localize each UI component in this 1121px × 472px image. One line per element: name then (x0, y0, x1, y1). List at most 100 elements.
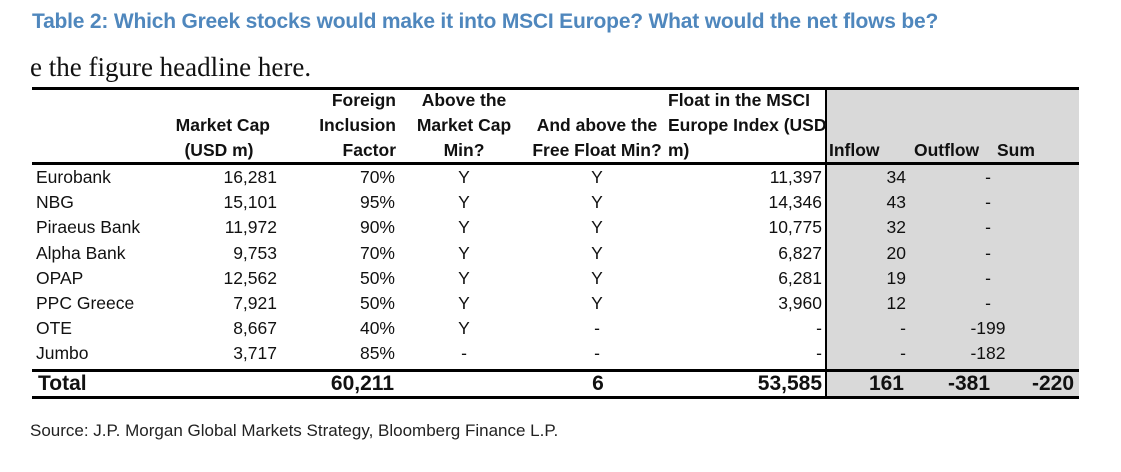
cell-float: 6,281 (778, 267, 822, 288)
cell-outflow: - (985, 293, 991, 313)
total-sum: -220 (1031, 372, 1074, 395)
cell-company: PPC Greece (36, 293, 135, 313)
cell-inflow: 19 (886, 267, 906, 288)
cell-company: Eurobank (36, 167, 111, 187)
header-above-market-cap: Above the Market Cap Min? (408, 88, 520, 163)
cell-foreign-inclusion: 50% (359, 293, 395, 313)
cell-float: 11,397 (769, 167, 822, 187)
header-fif-line3: Factor (342, 140, 396, 160)
cell-outflow: - (985, 167, 991, 187)
cell-above-market-cap: Y (458, 192, 470, 213)
cell-float: - (816, 318, 822, 339)
cell-company: NBG (36, 192, 74, 213)
cell-foreign-inclusion: 95% (359, 192, 395, 213)
cell-inflow: 34 (886, 167, 906, 187)
cell-above-market-cap: - (461, 343, 467, 364)
total-top-rule (32, 369, 1079, 372)
cell-company: Alpha Bank (36, 242, 126, 263)
cell-market-cap: 16,281 (223, 167, 277, 187)
cell-above-market-cap: Y (458, 267, 470, 288)
header-float-msci: Float in the MSCI Europe Index (USD m) (668, 88, 827, 163)
cell-company: Jumbo (36, 343, 89, 364)
cell-foreign-inclusion: 90% (359, 217, 395, 238)
top-rule (32, 87, 1079, 90)
cell-above-market-cap: Y (458, 217, 470, 238)
header-float-line3: m) (668, 140, 690, 160)
header-sum: Sum (997, 140, 1035, 160)
cell-foreign-inclusion: 40% (359, 318, 395, 339)
cell-market-cap: 11,972 (224, 217, 277, 238)
cell-above-free-float: Y (591, 267, 603, 288)
header-float-line1: Float in the MSCI (668, 90, 810, 110)
cell-outflow: -199 (970, 318, 1006, 339)
total-inflow: 161 (868, 372, 904, 395)
cell-market-cap: 7,921 (233, 293, 277, 313)
cell-foreign-inclusion: 70% (359, 167, 395, 187)
header-aff-line1: And above the (536, 115, 658, 135)
cell-above-market-cap: Y (458, 293, 470, 313)
cell-inflow: - (900, 318, 906, 339)
cell-float: - (816, 343, 822, 364)
header-market-cap-line1: Market Cap (175, 115, 270, 135)
header-amc-line3: Min? (443, 140, 485, 160)
flows-divider (825, 88, 827, 398)
cell-above-market-cap: Y (458, 242, 470, 263)
cell-above-free-float: - (594, 318, 600, 339)
cell-outflow: - (985, 242, 991, 263)
header-amc-line1: Above the (421, 90, 507, 110)
total-market-cap: 60,211 (330, 372, 394, 395)
header-market-cap: Market Cap (USD m) (150, 113, 270, 163)
cell-company: Piraeus Bank (36, 217, 141, 238)
source-note: Source: J.P. Morgan Global Markets Strat… (30, 421, 559, 440)
total-label: Total (38, 372, 87, 395)
cell-foreign-inclusion: 50% (359, 267, 395, 288)
cell-above-free-float: - (594, 343, 600, 364)
cell-inflow: 20 (886, 242, 906, 263)
cell-above-free-float: Y (591, 242, 603, 263)
cell-company: OPAP (36, 267, 84, 288)
header-outflow: Outflow (914, 140, 980, 160)
cell-float: 3,960 (778, 293, 822, 313)
header-fif-line2: Inclusion (319, 115, 396, 135)
header-above-free-float: And above the Free Float Min? (532, 113, 662, 163)
header-aff-line2: Free Float Min? (532, 140, 662, 160)
cell-float: 6,827 (778, 242, 822, 263)
table-title: Table 2: Which Greek stocks would make i… (32, 10, 939, 33)
total-outflow: -381 (947, 372, 990, 395)
cell-market-cap: 3,717 (233, 343, 277, 364)
total-float: 53,585 (757, 372, 822, 395)
header-market-cap-line2: (USD m) (184, 140, 254, 160)
cell-inflow: - (900, 343, 906, 364)
cell-inflow: 12 (886, 293, 906, 313)
header-foreign-inclusion: Foreign Inclusion Factor (300, 88, 396, 163)
cell-above-market-cap: Y (458, 167, 470, 187)
header-fif-line1: Foreign (331, 90, 396, 110)
total-above-free-float: 6 (592, 372, 604, 395)
cell-inflow: 32 (886, 217, 906, 238)
cell-float: 10,775 (768, 217, 822, 238)
cell-above-free-float: Y (591, 192, 603, 213)
cell-market-cap: 12,562 (223, 267, 277, 288)
cell-above-free-float: Y (591, 293, 603, 313)
cell-outflow: - (985, 217, 991, 238)
cell-foreign-inclusion: 85% (359, 343, 395, 364)
cell-market-cap: 15,101 (223, 192, 277, 213)
cell-float: 14,346 (768, 192, 822, 213)
cell-market-cap: 8,667 (233, 318, 277, 339)
cell-outflow: - (985, 267, 991, 288)
bottom-rule (32, 396, 1079, 399)
cell-outflow: -182 (970, 343, 1006, 364)
cell-above-free-float: Y (591, 217, 603, 238)
cell-inflow: 43 (886, 192, 906, 213)
header-float-line2: Europe Index (USD (668, 115, 827, 135)
header-amc-line2: Market Cap (416, 115, 512, 135)
cell-above-market-cap: Y (458, 318, 470, 339)
cell-above-free-float: Y (591, 167, 603, 187)
header-rule (32, 162, 1079, 165)
cell-company: OTE (36, 318, 72, 339)
cell-foreign-inclusion: 70% (359, 242, 395, 263)
cell-market-cap: 9,753 (233, 242, 277, 263)
figure-headline: e the figure headline here. (30, 52, 312, 82)
header-inflow: Inflow (829, 140, 880, 160)
flows-shaded-region (826, 88, 1079, 398)
